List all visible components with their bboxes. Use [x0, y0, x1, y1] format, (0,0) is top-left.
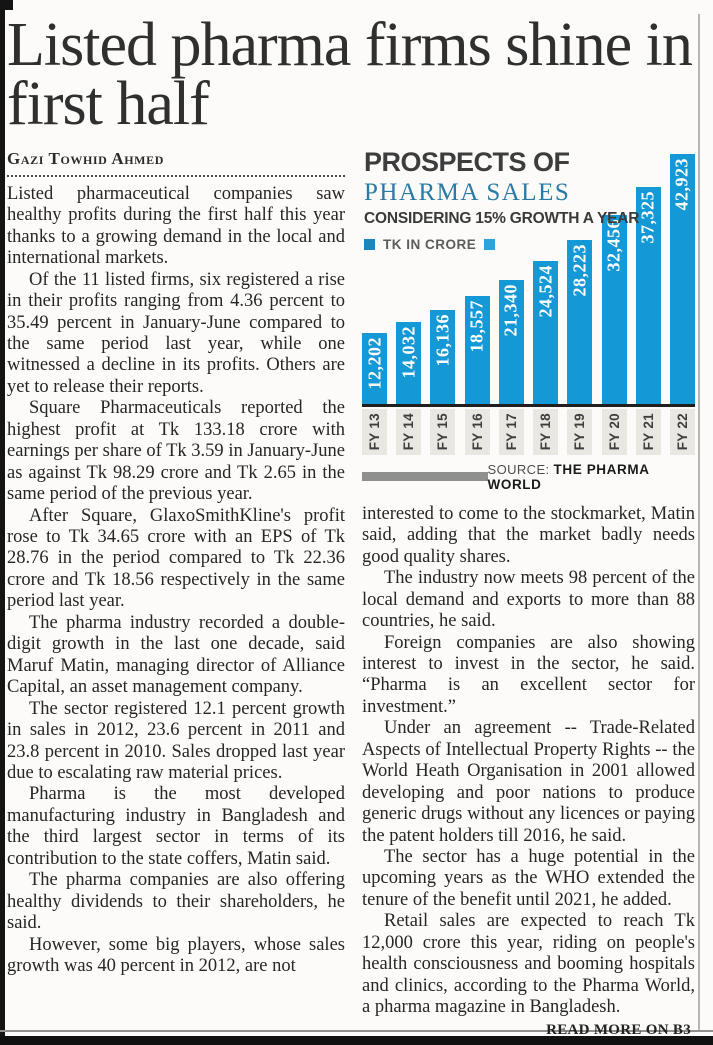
- chart-x-axis: [362, 403, 695, 407]
- x-tick-fy18: FY 18: [533, 408, 559, 455]
- left-edge-rule: [0, 0, 5, 1045]
- right-column-rule: [698, 14, 700, 1030]
- article-paragraph: The pharma companies are also offering h…: [7, 870, 345, 934]
- chart-bar-fy19: 28,223: [567, 239, 593, 404]
- x-tick-label: FY 17: [503, 413, 519, 451]
- chart-source-row: SOURCE: THE PHARMA WORLD: [362, 462, 695, 492]
- chart-bar-fy20: 32,456: [601, 214, 627, 404]
- article-columns: Gazi Towhid Ahmed Listed pharmaceutical …: [7, 146, 695, 1039]
- article-paragraph: Listed pharmaceutical companies saw heal…: [7, 183, 345, 269]
- source-prefix: SOURCE:: [487, 461, 550, 477]
- x-tick-fy22: FY 22: [669, 408, 695, 455]
- bar-value-label: 21,340: [500, 283, 521, 337]
- bar-value-label: 16,136: [432, 313, 453, 367]
- corner-block: [0, 0, 13, 10]
- chart-source: SOURCE: THE PHARMA WORLD: [488, 462, 696, 492]
- x-tick-label: FY 15: [435, 413, 451, 451]
- source-divider-bar: [362, 472, 488, 482]
- x-tick-fy14: FY 14: [396, 408, 422, 455]
- chart-header: PROSPECTS OF PHARMA SALES CONSIDERING 15…: [364, 146, 640, 252]
- x-tick-label: FY 20: [606, 413, 622, 451]
- article-paragraph: Under an agreement -- Trade-Related Aspe…: [362, 718, 695, 846]
- bottom-divider-rule: [0, 1030, 713, 1032]
- article-paragraph: Pharma is the most developed manufacturi…: [7, 784, 345, 869]
- x-tick-fy17: FY 17: [498, 408, 524, 455]
- article-paragraph: The sector has a huge potential in the u…: [362, 847, 695, 910]
- chart-bar-fy16: 18,557: [464, 295, 490, 404]
- chart-title: PROSPECTS OF: [364, 146, 570, 177]
- right-column: PROSPECTS OF PHARMA SALES CONSIDERING 15…: [362, 146, 695, 1039]
- chart-bar-fy17: 21,340: [498, 279, 524, 404]
- chart-bar-fy22: 42,923: [669, 153, 695, 404]
- legend-label: TK IN CRORE: [383, 236, 477, 252]
- read-more-link[interactable]: READ MORE ON B3: [546, 1021, 691, 1038]
- chart-bar-fy21: 37,325: [635, 186, 661, 404]
- x-tick-label: FY 22: [674, 413, 690, 451]
- article-paragraph: Of the 11 listed firms, six registered a…: [7, 269, 345, 397]
- article-paragraph: The industry now meets 98 percent of the…: [362, 568, 695, 632]
- article-paragraph: Retail sales are expected to reach Tk 12…: [362, 911, 695, 1018]
- chart-subtitle: PHARMA SALES: [364, 178, 571, 206]
- left-column: Gazi Towhid Ahmed Listed pharmaceutical …: [7, 149, 345, 1039]
- bar-value-label: 24,524: [535, 264, 556, 318]
- x-tick-fy15: FY 15: [430, 408, 456, 455]
- chart-plot: 12,202 14,032 16,136 18,557 21,340 24,524 28,2…: [362, 149, 695, 404]
- pharma-sales-chart: PROSPECTS OF PHARMA SALES CONSIDERING 15…: [362, 146, 695, 492]
- x-tick-label: FY 19: [572, 413, 588, 451]
- chart-ticks: FY 13 FY 14 FY 15 FY 16 FY 17 FY 18 FY 19 FY 20…: [362, 408, 695, 455]
- source-name: THE PHARMA WORLD: [487, 461, 650, 492]
- byline-divider: [7, 174, 345, 177]
- x-tick-fy13: FY 13: [362, 408, 387, 455]
- article-paragraph: Foreign companies are also showing inter…: [362, 632, 695, 717]
- article-paragraph: The pharma industry recorded a double-di…: [7, 612, 345, 698]
- article-paragraph: Square Pharmaceuticals reported the high…: [7, 398, 345, 505]
- article-paragraph: interested to come to the stockmarket, M…: [362, 503, 695, 567]
- article-paragraph: After Square, GlaxoSmithKline's profit r…: [7, 505, 345, 612]
- x-tick-label: FY 16: [469, 413, 485, 451]
- chart-bar-fy18: 24,524: [533, 260, 559, 404]
- chart-bar-fy15: 16,136: [430, 309, 456, 404]
- bar-value-label: 18,557: [466, 299, 487, 353]
- bar-value-label: 42,923: [671, 157, 692, 211]
- legend-square-icon: [364, 238, 375, 250]
- article-paragraph: The sector registered 12.1 percent growt…: [7, 698, 345, 784]
- x-tick-fy19: FY 19: [567, 408, 593, 455]
- x-tick-label: FY 18: [538, 413, 554, 451]
- x-tick-label: FY 13: [367, 413, 382, 451]
- x-tick-fy21: FY 21: [635, 408, 661, 455]
- bottom-edge-band: [0, 1036, 713, 1045]
- byline: Gazi Towhid Ahmed: [7, 148, 164, 168]
- chart-note: CONSIDERING 15% GROWTH A YEAR: [364, 209, 640, 227]
- headline: Listed pharma firms shine in first half: [7, 11, 693, 138]
- bar-value-label: 12,202: [364, 336, 384, 390]
- bar-value-label: 37,325: [637, 190, 658, 244]
- x-tick-label: FY 14: [401, 413, 417, 451]
- x-tick-fy20: FY 20: [601, 408, 627, 455]
- chart-bar-fy13: 12,202: [362, 332, 387, 404]
- x-tick-fy16: FY 16: [464, 408, 490, 455]
- article-content: Listed pharma firms shine in first half …: [7, 10, 695, 1039]
- bar-value-label: 14,032: [398, 325, 419, 379]
- article-paragraph: However, some big players, whose sales g…: [7, 934, 345, 977]
- chart-bar-fy14: 14,032: [396, 321, 422, 404]
- x-tick-label: FY 21: [640, 413, 656, 451]
- legend-square-icon: [484, 238, 496, 250]
- chart-legend: TK IN CRORE: [364, 237, 639, 252]
